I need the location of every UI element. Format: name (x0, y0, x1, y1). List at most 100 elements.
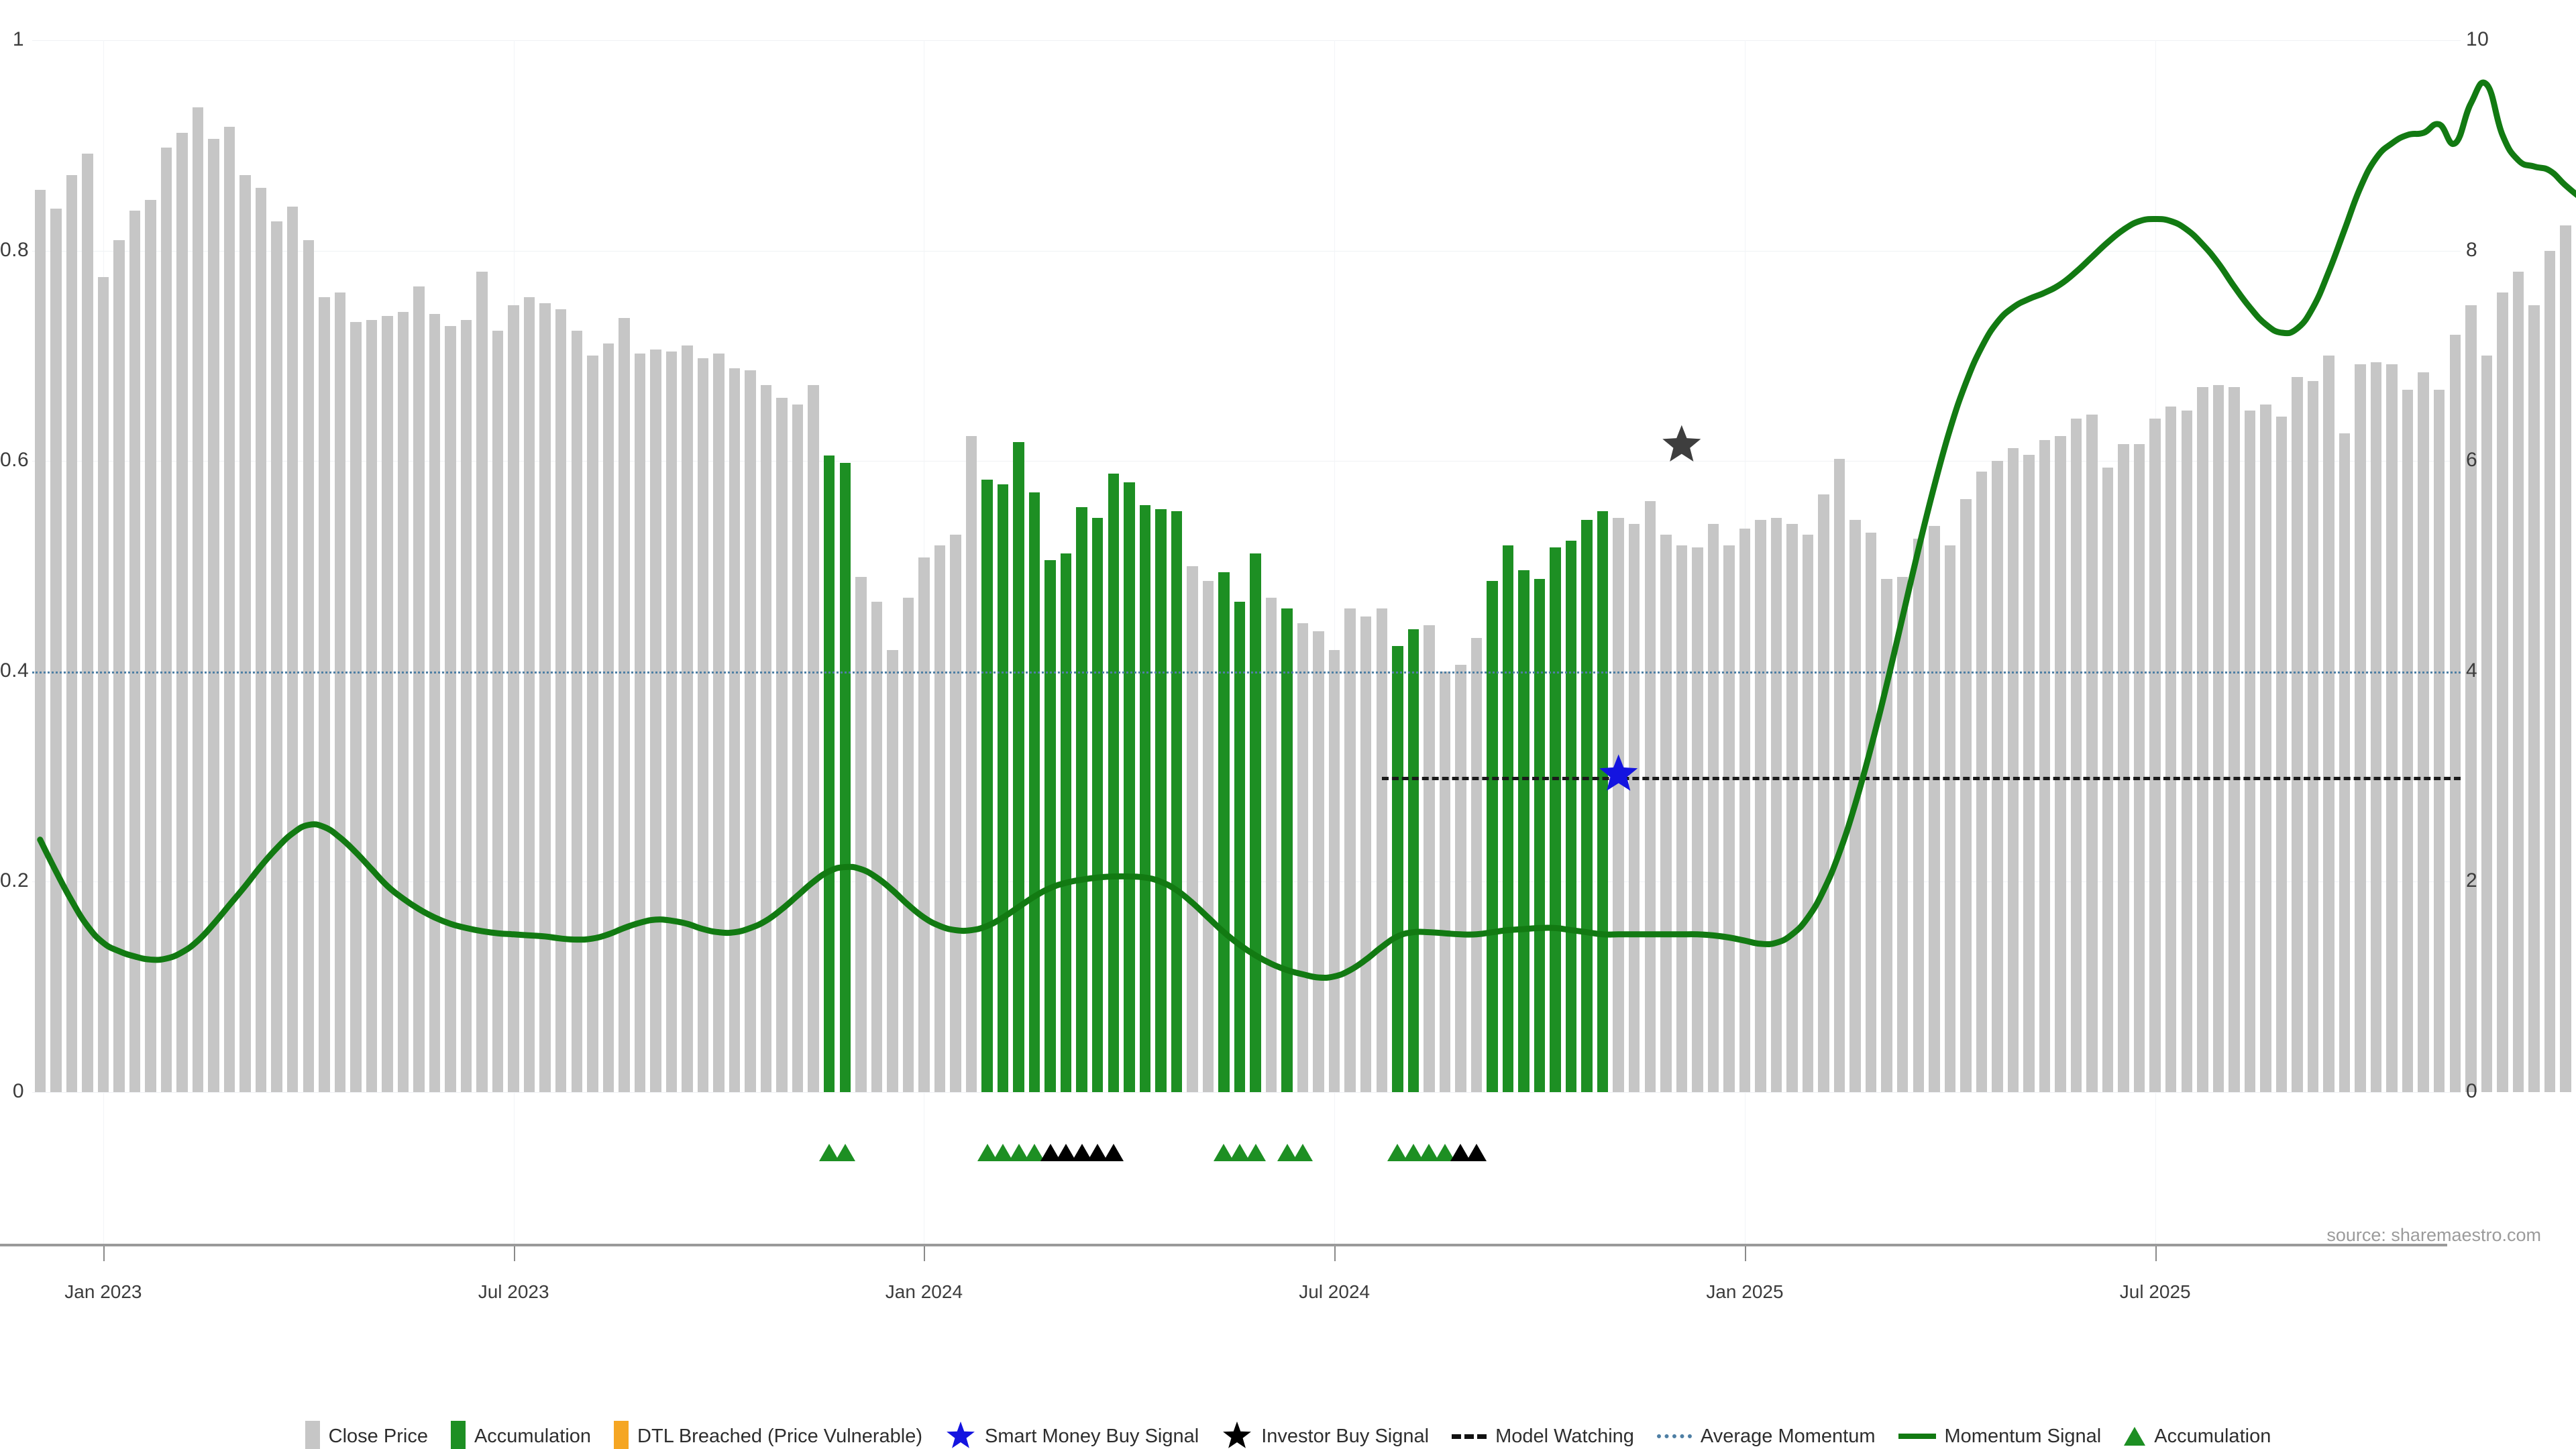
price-bar (429, 313, 441, 1092)
price-bar (682, 345, 693, 1092)
price-bar (587, 356, 598, 1092)
price-bar (1581, 520, 1593, 1092)
price-bar (2007, 448, 2019, 1092)
price-bar (1139, 505, 1151, 1092)
price-bar (145, 200, 156, 1092)
price-bar (34, 189, 46, 1092)
price-bar (729, 368, 741, 1092)
price-bar (2275, 417, 2288, 1092)
price-bar (1550, 547, 1561, 1092)
legend-item[interactable]: Accumulation (450, 1421, 591, 1449)
price-bar (918, 557, 930, 1092)
price-bar (950, 534, 961, 1092)
price-bar (2229, 387, 2240, 1092)
price-bar (745, 370, 756, 1092)
legend-item[interactable]: Smart Money Buy Signal (945, 1421, 1199, 1449)
legend-label: Smart Money Buy Signal (985, 1425, 1199, 1447)
price-bar (1597, 511, 1609, 1092)
price-bar (1155, 509, 1167, 1092)
price-bar (1250, 553, 1261, 1092)
price-bar (824, 455, 835, 1092)
price-bar (1755, 520, 1766, 1092)
x-axis-line (0, 1244, 2447, 1246)
price-bar (571, 330, 582, 1092)
legend-item[interactable]: Close Price (305, 1421, 428, 1449)
legend-label: DTL Breached (Price Vulnerable) (637, 1425, 923, 1447)
price-bar (1565, 541, 1577, 1092)
price-bar (665, 352, 678, 1092)
price-bar (792, 404, 804, 1092)
price-bar (1487, 580, 1498, 1092)
model-watching-line (1381, 776, 2461, 780)
price-bar (1376, 608, 1387, 1092)
price-bar (619, 317, 630, 1092)
legend-item[interactable]: Average Momentum (1656, 1426, 1876, 1448)
price-bar (1218, 572, 1230, 1092)
price-bar (445, 326, 456, 1092)
price-bar (2212, 385, 2224, 1092)
price-bar (223, 126, 235, 1092)
price-bar (2323, 356, 2334, 1092)
solid-line-icon (1898, 1434, 1936, 1439)
price-bar (2465, 305, 2477, 1092)
price-bar (2197, 387, 2208, 1092)
legend-item[interactable]: Momentum Signal (1898, 1425, 2102, 1448)
price-bar (1707, 524, 1719, 1092)
x-axis-tick-label: Jul 2023 (478, 1281, 549, 1302)
price-bar (1060, 553, 1072, 1092)
x-axis-tick-label: Jan 2023 (64, 1281, 142, 1302)
price-bar (2355, 364, 2366, 1092)
legend-label: Momentum Signal (1944, 1425, 2102, 1447)
price-bar (176, 132, 188, 1092)
x-axis-tick-mark (513, 1246, 515, 1261)
price-bar (271, 221, 282, 1092)
price-bar (1202, 580, 1214, 1092)
blue-star-icon (947, 1421, 975, 1448)
y-axis-left-tick: 0.2 (0, 869, 30, 892)
price-bar (855, 576, 867, 1092)
price-bar (1187, 566, 1198, 1092)
legend-item[interactable]: Investor Buy Signal (1222, 1421, 1429, 1449)
price-bar (1534, 578, 1546, 1092)
price-bar (2181, 410, 2192, 1092)
price-bar (2481, 356, 2493, 1092)
gridline-horizontal (32, 40, 2461, 41)
legend-item[interactable]: DTL Breached (Price Vulnerable) (614, 1421, 922, 1449)
green-triangle-icon (2124, 1427, 2146, 1446)
accumulation-triangle-icon (1293, 1144, 1313, 1161)
price-bar (1960, 498, 1972, 1092)
price-bar (2260, 404, 2271, 1092)
price-bar (2023, 454, 2035, 1092)
chart-legend: Close Price Accumulation DTL Breached (Pri… (0, 1421, 2576, 1449)
price-bar (1234, 602, 1246, 1092)
price-bar (839, 463, 851, 1092)
legend-label: Investor Buy Signal (1261, 1425, 1430, 1447)
price-bar (1281, 608, 1293, 1092)
price-bar (1818, 494, 1829, 1092)
x-axis-tick-label: Jan 2024 (885, 1281, 963, 1302)
price-bar (539, 303, 551, 1092)
legend-item[interactable]: Model Watching (1452, 1426, 1634, 1448)
price-bar (113, 239, 125, 1092)
price-bar (2544, 250, 2556, 1092)
price-bar (965, 435, 977, 1092)
y-axis-left-tick: 0.4 (0, 659, 30, 682)
legend-item[interactable]: Accumulation (2124, 1426, 2271, 1448)
price-bar (1723, 545, 1735, 1092)
dashed-line-icon (1452, 1434, 1487, 1439)
price-bar (2402, 389, 2414, 1092)
price-bar (2560, 225, 2571, 1092)
investor-buy-star-icon (1662, 425, 1701, 462)
price-bar (397, 311, 409, 1092)
y-axis-left-tick: 0 (12, 1080, 24, 1102)
price-bar (1108, 474, 1119, 1092)
price-bar (2039, 439, 2051, 1092)
price-bar (760, 385, 772, 1092)
price-bar (2497, 292, 2508, 1092)
price-bar (2149, 419, 2161, 1092)
price-bar (1786, 524, 1798, 1092)
source-note: source: sharemaestro.com (2326, 1225, 2541, 1245)
price-bar (523, 297, 535, 1092)
